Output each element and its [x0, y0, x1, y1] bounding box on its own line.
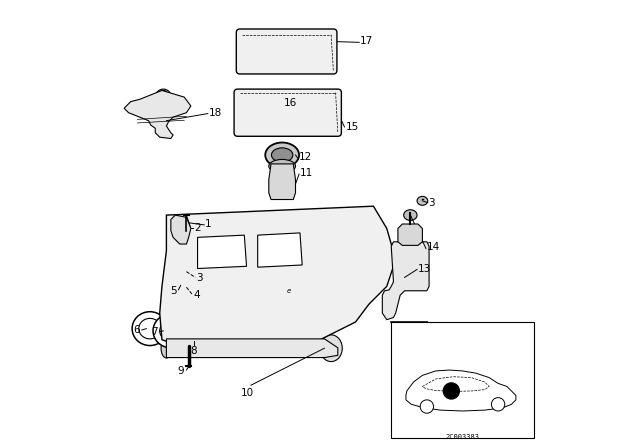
Ellipse shape: [160, 321, 182, 341]
Text: 18: 18: [209, 108, 222, 118]
Circle shape: [444, 383, 460, 399]
Text: 2C003383: 2C003383: [445, 434, 479, 440]
Ellipse shape: [273, 96, 291, 112]
Text: 3: 3: [429, 198, 435, 207]
Polygon shape: [160, 206, 396, 353]
Ellipse shape: [179, 266, 195, 277]
Text: 13: 13: [418, 263, 431, 274]
Ellipse shape: [156, 89, 172, 105]
Text: 9: 9: [177, 366, 184, 376]
Polygon shape: [422, 377, 489, 392]
Ellipse shape: [161, 338, 172, 358]
FancyBboxPatch shape: [234, 89, 341, 136]
Text: 4: 4: [193, 290, 200, 300]
Text: 7: 7: [151, 327, 158, 337]
Text: 8: 8: [190, 346, 196, 356]
Text: 1: 1: [205, 219, 212, 229]
Ellipse shape: [139, 319, 161, 339]
Circle shape: [492, 398, 505, 411]
Polygon shape: [124, 90, 191, 138]
Text: 6: 6: [134, 325, 140, 335]
Ellipse shape: [265, 142, 299, 168]
Bar: [391, 322, 534, 438]
Ellipse shape: [180, 283, 193, 292]
Text: 11: 11: [300, 168, 313, 178]
Ellipse shape: [132, 312, 168, 345]
Text: 10: 10: [241, 388, 255, 398]
Polygon shape: [171, 215, 191, 244]
Ellipse shape: [269, 159, 296, 173]
Ellipse shape: [267, 90, 298, 117]
Ellipse shape: [159, 90, 168, 99]
Polygon shape: [269, 164, 296, 199]
Ellipse shape: [417, 196, 428, 205]
Ellipse shape: [404, 210, 417, 220]
Ellipse shape: [182, 268, 191, 275]
FancyBboxPatch shape: [236, 29, 337, 74]
Polygon shape: [406, 370, 516, 411]
Text: 12: 12: [299, 152, 312, 162]
Ellipse shape: [320, 335, 342, 362]
Ellipse shape: [174, 280, 188, 291]
Text: 5: 5: [170, 286, 177, 296]
Text: 2: 2: [194, 223, 200, 233]
Polygon shape: [398, 224, 422, 246]
Polygon shape: [382, 242, 429, 320]
Ellipse shape: [153, 314, 189, 348]
Text: e: e: [287, 288, 291, 294]
Ellipse shape: [275, 42, 293, 55]
Polygon shape: [258, 233, 302, 267]
Ellipse shape: [271, 148, 293, 162]
Ellipse shape: [185, 327, 204, 344]
Polygon shape: [198, 235, 246, 268]
Text: 15: 15: [346, 122, 358, 132]
Text: 17: 17: [360, 36, 373, 47]
Text: 14: 14: [427, 242, 440, 252]
Text: 3: 3: [196, 273, 203, 283]
Text: 16: 16: [284, 98, 297, 108]
Polygon shape: [166, 339, 338, 358]
Circle shape: [420, 400, 433, 413]
